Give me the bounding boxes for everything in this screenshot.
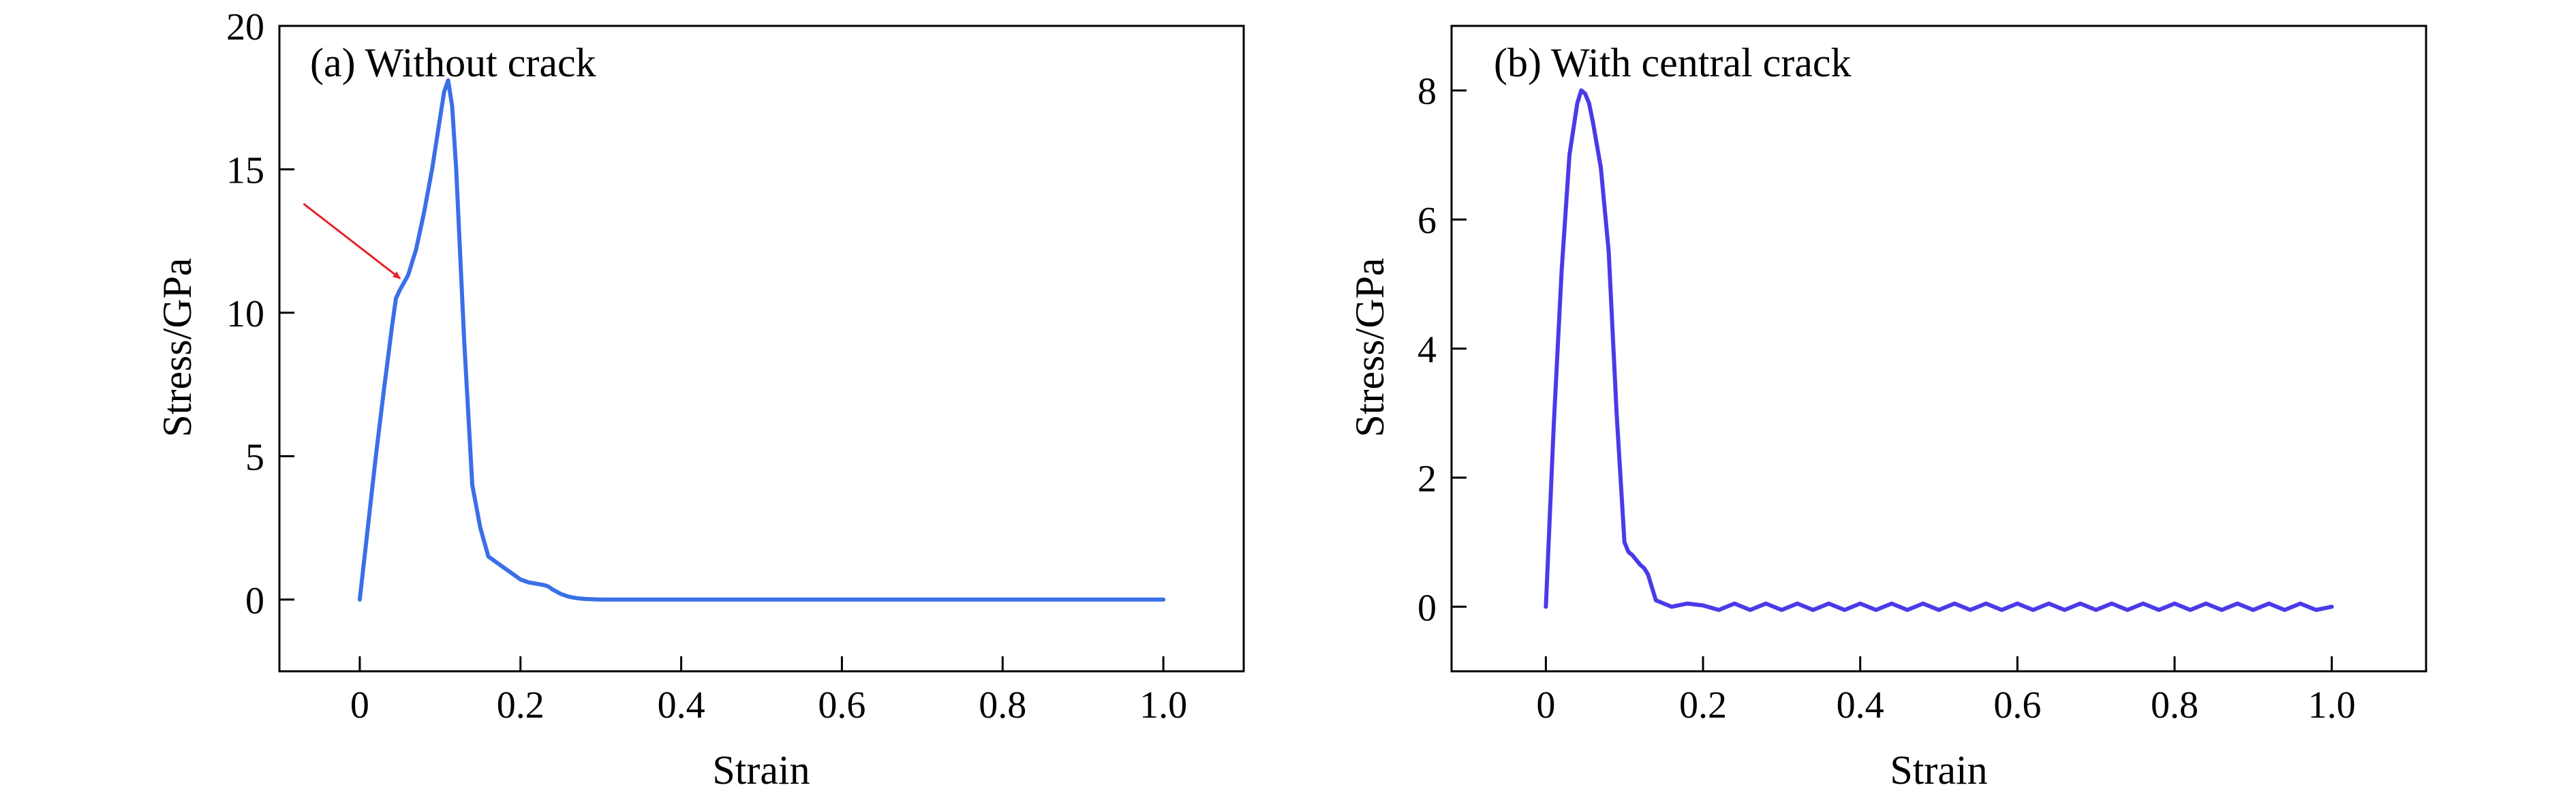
panel-a-x-ticks: 0 0.2 0.4 0.6 0.8 1.0 <box>350 656 1187 726</box>
panel-a-x-tick-label: 0.6 <box>818 684 865 726</box>
panel-b-y-tick-label: 6 <box>1417 200 1437 242</box>
panel-a-series-line <box>357 78 1166 602</box>
panel-b-x-tick-label: 0.4 <box>1837 684 1884 726</box>
panel-a-x-axis-title: Strain <box>712 748 810 793</box>
panel-a: (a) Without crack 0 0.2 0.4 0.6 0.8 1.0 0 5 10 1… <box>155 6 1245 793</box>
panel-b-x-axis-title: Strain <box>1890 748 1987 793</box>
panel-b: (b) With central crack 0 0.2 0.4 0.6 0.8 1.0 … <box>1347 25 2427 793</box>
panel-a-y-ticks: 0 5 10 15 20 <box>226 6 294 622</box>
panel-a-y-tick-label: 10 <box>226 293 264 335</box>
panel-b-y-tick-label: 8 <box>1417 71 1437 113</box>
panel-b-frame <box>1450 25 2427 673</box>
panel-a-x-tick-label: 0.2 <box>497 684 545 726</box>
panel-a-arrow <box>303 202 401 279</box>
panel-a-x-tick-label: 0 <box>350 684 369 726</box>
panel-b-x-tick-label: 0.2 <box>1679 684 1727 726</box>
panel-b-y-tick-label: 0 <box>1417 587 1437 629</box>
panel-a-title: (a) Without crack <box>310 40 596 85</box>
panel-a-x-tick-label: 1.0 <box>1139 684 1187 726</box>
panel-b-x-tick-label: 0 <box>1536 684 1555 726</box>
panel-a-y-tick-label: 20 <box>226 6 264 48</box>
panel-a-y-tick-label: 15 <box>226 149 264 192</box>
panel-b-title: (b) With central crack <box>1494 40 1852 85</box>
panel-a-x-tick-label: 0.4 <box>658 684 705 726</box>
panel-b-x-ticks: 0 0.2 0.4 0.6 0.8 1.0 <box>1536 656 2356 726</box>
panel-a-y-tick-label: 5 <box>245 436 264 478</box>
panel-b-y-tick-label: 4 <box>1417 329 1437 371</box>
panel-b-y-ticks: 0 2 4 6 8 <box>1417 71 1467 629</box>
panel-b-x-tick-label: 1.0 <box>2308 684 2356 726</box>
panel-a-y-tick-label: 0 <box>245 580 264 622</box>
panel-b-series-line <box>1544 88 2334 612</box>
panel-b-x-tick-label: 0.6 <box>1993 684 2041 726</box>
panel-a-y-axis-title: Stress/GPa <box>155 258 200 437</box>
panel-a-frame <box>278 25 1245 673</box>
panel-b-y-tick-label: 2 <box>1417 458 1437 500</box>
panel-b-x-tick-label: 0.8 <box>2151 684 2198 726</box>
panel-b-y-axis-title: Stress/GPa <box>1347 258 1392 437</box>
panel-a-x-tick-label: 0.8 <box>979 684 1026 726</box>
